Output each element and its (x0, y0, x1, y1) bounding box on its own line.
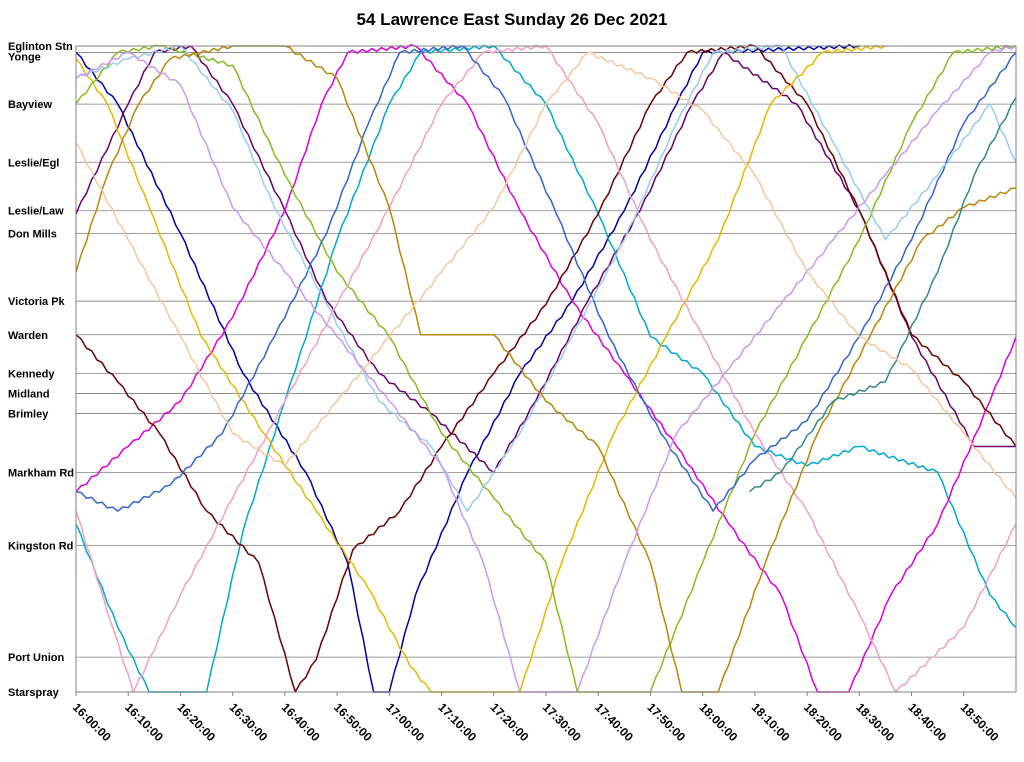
vehicle-trace-line-13 (749, 97, 1017, 493)
vehicle-trace-line-10 (75, 44, 1017, 512)
vehicle-trace-line-14 (75, 51, 1017, 499)
x-tick-label: 17:40:00 (592, 700, 636, 744)
stop-label: Kingston Rd (8, 540, 73, 552)
x-tick-label: 17:00:00 (383, 700, 427, 744)
x-tick-label: 17:30:00 (540, 700, 584, 744)
vehicle-trace-line-2 (75, 45, 1016, 474)
x-tick-label: 17:10:00 (435, 700, 479, 744)
stop-label: Brimley (8, 409, 49, 421)
x-tick-label: 18:00:00 (697, 700, 741, 744)
vehicle-trace-line-12 (75, 45, 1017, 693)
vehicle-trace-line-3 (75, 44, 1017, 693)
vehicle-trace-line-8 (75, 44, 1017, 693)
vehicle-trace-line-11 (75, 45, 1017, 693)
stop-label: Kennedy (8, 369, 55, 381)
stop-label: Warden (8, 330, 48, 342)
x-tick-label: 18:10:00 (749, 700, 793, 744)
vehicle-trace-line-1 (75, 44, 860, 693)
stop-label: Victoria Pk (8, 296, 66, 308)
stop-label: Port Union (8, 652, 64, 664)
x-tick-label: 16:10:00 (122, 700, 166, 744)
x-tick-label: 17:50:00 (644, 700, 688, 744)
x-tick-label: 18:20:00 (801, 700, 845, 744)
x-tick-label: 16:40:00 (279, 700, 323, 744)
stop-label: Leslie/Egl (8, 157, 59, 169)
vehicle-trace-line-4 (75, 44, 1017, 693)
x-tick-label: 17:20:00 (488, 700, 532, 744)
vehicle-trace-line-5 (75, 44, 1017, 693)
stop-label: Bayview (8, 99, 52, 111)
stop-label: Starspray (8, 687, 60, 699)
stop-label: Midland (8, 389, 50, 401)
stop-label: Markham Rd (8, 467, 74, 479)
chart-title: 54 Lawrence East Sunday 26 Dec 2021 (356, 10, 668, 29)
stop-label: Yonge (8, 51, 41, 63)
x-tick-label: 16:00:00 (70, 700, 114, 744)
grid-layer (76, 45, 1016, 693)
vehicle-trace-line-7 (75, 44, 1017, 693)
stop-label: Leslie/Law (8, 206, 64, 218)
tick-label-layer: 16:00:00 16:10:00 16:20:00 16:30:00 16:40:00… (70, 692, 1002, 744)
vehicle-trace-line-9 (75, 44, 1017, 512)
x-tick-label: 16:50:00 (331, 700, 375, 744)
x-tick-label: 18:40:00 (905, 700, 949, 744)
series-layer (75, 44, 1017, 693)
x-tick-label: 18:30:00 (853, 700, 897, 744)
x-tick-label: 18:50:00 (958, 700, 1002, 744)
x-tick-label: 16:30:00 (227, 700, 271, 744)
plot-frame (75, 45, 1017, 693)
x-tick-label: 16:20:00 (174, 700, 218, 744)
stop-label: Eglinton Stn (8, 41, 73, 53)
stop-label: Don Mills (8, 228, 57, 240)
